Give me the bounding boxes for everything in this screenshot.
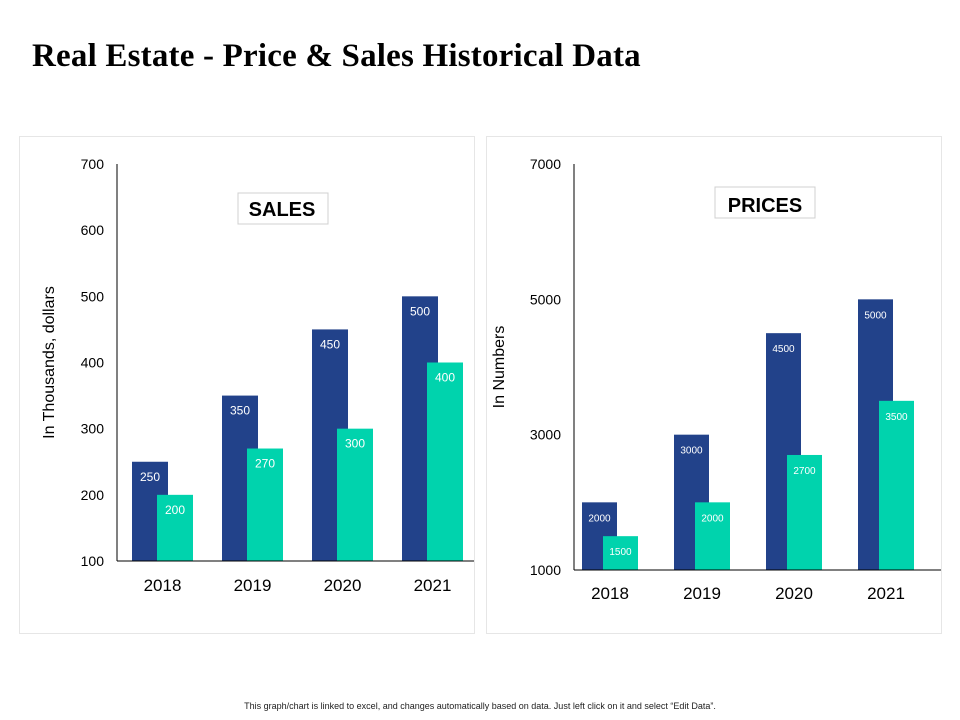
bar-2021-series-2 [879, 400, 914, 570]
sales-chart-panel: 250 350 450 500 200 270 300 400 100 200 300 400 500 6… [19, 136, 475, 634]
x-tick-label: 2019 [683, 584, 721, 603]
prices-chart-panel: 2000 3000 4500 5000 1500 2000 2700 3500 1000 3000… [486, 136, 942, 634]
data-label: 450 [320, 337, 340, 351]
y-tick-label: 700 [81, 156, 105, 172]
data-label: 300 [345, 437, 365, 451]
bar-2021-series-2 [427, 362, 463, 561]
data-label: 4500 [772, 344, 795, 355]
y-tick-label: 5000 [530, 291, 561, 307]
data-label: 200 [165, 503, 185, 517]
bar-2019-series-2 [247, 448, 283, 561]
chart-title: SALES [249, 199, 316, 221]
data-label: 2000 [701, 513, 724, 524]
x-tick-label: 2020 [324, 576, 362, 595]
page-title: Real Estate - Price & Sales Historical D… [32, 38, 641, 74]
chart-title-box [237, 192, 329, 225]
bar-2020-series-2 [337, 428, 373, 561]
data-label: 3500 [885, 412, 908, 423]
x-tick-label: 2018 [144, 576, 182, 595]
y-tick-label: 1000 [530, 562, 561, 578]
chart-title: PRICES [728, 195, 802, 217]
y-tick-label: 600 [81, 222, 105, 238]
y-tick-label: 400 [81, 355, 105, 371]
bar-2018-series-2 [603, 536, 638, 570]
data-label: 350 [230, 404, 250, 418]
sales-chart: 250 350 450 500 200 270 300 400 100 200 300 400 500 6… [41, 156, 474, 595]
data-label: 270 [255, 457, 275, 471]
data-label: 2000 [588, 513, 611, 524]
y-tick-label: 300 [81, 421, 105, 437]
data-label: 250 [140, 470, 160, 484]
prices-chart: 2000 3000 4500 5000 1500 2000 2700 3500 1000 3000… [491, 156, 941, 603]
chart-title-box [714, 186, 816, 219]
bar-2019-series-2 [695, 502, 730, 570]
y-axis-label: In Numbers [491, 326, 508, 409]
bar-2018-series-2 [157, 494, 193, 561]
data-label: 3000 [680, 446, 703, 457]
y-tick-label: 500 [81, 288, 105, 304]
x-tick-label: 2020 [775, 584, 813, 603]
y-tick-label: 100 [81, 553, 105, 569]
x-tick-label: 2018 [591, 584, 629, 603]
y-axis-label: In Thousands, dollars [41, 286, 58, 439]
y-tick-label: 7000 [530, 156, 561, 172]
data-label: 2700 [793, 466, 816, 477]
data-label: 500 [410, 304, 430, 318]
bar-2020-series-2 [787, 454, 822, 570]
x-tick-label: 2021 [867, 584, 905, 603]
data-label: 1500 [609, 547, 632, 558]
x-tick-label: 2019 [234, 576, 272, 595]
data-label: 400 [435, 371, 455, 385]
footer-note: This graph/chart is linked to excel, and… [244, 701, 716, 711]
y-tick-label: 3000 [530, 427, 561, 443]
y-tick-label: 200 [81, 487, 105, 503]
data-label: 5000 [864, 310, 887, 321]
x-tick-label: 2021 [414, 576, 452, 595]
